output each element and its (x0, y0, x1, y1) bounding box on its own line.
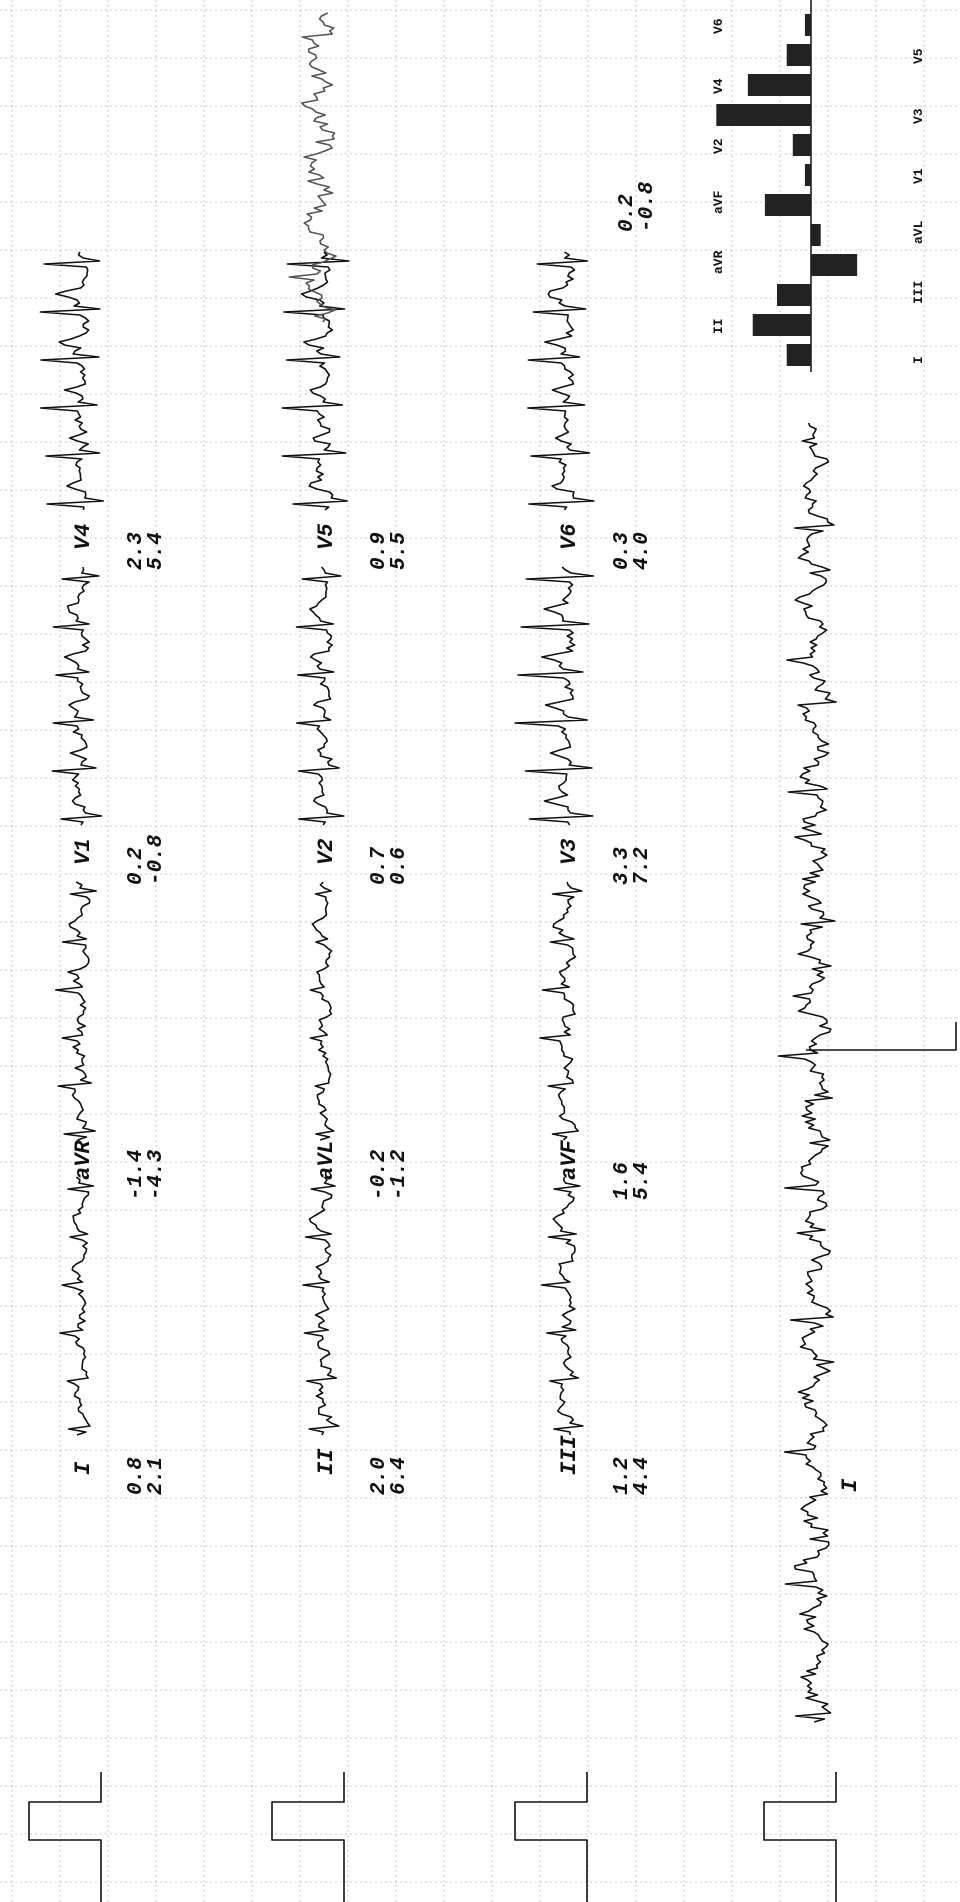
lead-value: 0.9 (368, 532, 391, 570)
lead-label: V3 (557, 839, 582, 865)
lead-label: aVF (557, 1140, 582, 1180)
artifact-spike (806, 1022, 957, 1051)
lead-value: 4.4 (631, 1457, 654, 1495)
lead-trace (514, 566, 595, 826)
calibration-pulse (514, 1772, 588, 1902)
bar (747, 74, 812, 96)
lead-trace (302, 1176, 340, 1436)
lead-label: V2 (314, 839, 339, 865)
lead-value: 3.3 (611, 847, 634, 885)
lead-value: 2.0 (368, 1457, 391, 1495)
lead-trace (55, 881, 97, 1141)
lead-trace (59, 1176, 95, 1436)
lead-value: 5.4 (145, 532, 168, 570)
lead-value: 7.2 (631, 847, 654, 885)
bar (752, 314, 812, 336)
bar-label: aVF (711, 190, 726, 214)
lead-value: -1.4 (125, 1150, 148, 1200)
bar (716, 104, 811, 126)
lead-value: 0.3 (611, 532, 634, 570)
lead-label: II (314, 1448, 339, 1475)
bar-label: II (711, 318, 726, 334)
lead-value: -1.2 (388, 1149, 411, 1200)
lead-label: V1 (71, 839, 96, 865)
lead-value: 6.4 (388, 1457, 411, 1495)
bar (777, 284, 811, 306)
lead-value: -0.8 (145, 834, 168, 885)
lead-trace (39, 251, 105, 511)
lead-label: aVR (71, 1140, 96, 1180)
lead-value: 0.2 (125, 847, 148, 885)
artifact-trace (288, 12, 337, 323)
lead-value: 1.6 (611, 1162, 634, 1200)
bar (792, 134, 811, 156)
rhythm-trace (777, 422, 837, 1723)
calibration-pulse (271, 1772, 345, 1902)
lead-label: V5 (314, 524, 339, 550)
bar (811, 254, 858, 276)
calibration-pulse (28, 1772, 102, 1902)
bar-label: V1 (911, 168, 926, 184)
lead-value: -4.3 (145, 1149, 168, 1200)
lead-value: 2.3 (125, 532, 148, 570)
bar-label: V3 (911, 108, 926, 124)
lead-value: 0.7 (368, 847, 391, 885)
lead-trace (281, 251, 350, 511)
lead-value: 0.6 (388, 847, 411, 885)
lead-label: aVL (314, 1140, 339, 1180)
lead-value: -0.2 (368, 1149, 391, 1200)
bar-label: III (911, 281, 926, 304)
lead-value: 2.1 (145, 1457, 168, 1495)
bar-label: V5 (911, 48, 926, 64)
lead-label: V6 (557, 524, 582, 550)
lead-label: I (71, 1461, 96, 1475)
lead-label: V4 (71, 524, 96, 550)
lead-value: 5.5 (388, 532, 411, 570)
bar (804, 164, 811, 186)
lead-value: 1.2 (611, 1457, 634, 1495)
bar-label: V6 (711, 18, 726, 34)
bar (786, 44, 811, 66)
bar-label: aVL (911, 220, 926, 244)
lead-trace (309, 881, 335, 1141)
lead-trace (539, 881, 583, 1141)
rhythm-label: I (838, 1478, 863, 1492)
lead-trace (295, 566, 345, 826)
lead-value: 0.8 (125, 1457, 148, 1495)
lead-trace (540, 1176, 584, 1436)
bar (804, 14, 811, 36)
calibration-pulse (763, 1772, 837, 1902)
summary-value: 0.2 (616, 194, 639, 232)
bar-label: V4 (711, 78, 726, 94)
bar (786, 344, 811, 366)
bar-label: I (911, 356, 926, 364)
lead-trace (527, 251, 595, 511)
bar (811, 224, 821, 246)
lead-trace (51, 566, 103, 826)
lead-value: 4.0 (631, 532, 654, 570)
lead-label: III (557, 1435, 582, 1475)
bar-label: aVR (711, 250, 726, 274)
bar-label: V2 (711, 138, 726, 154)
summary-value: -0.8 (636, 181, 659, 232)
bar (764, 194, 811, 216)
lead-value: 5.4 (631, 1162, 654, 1200)
